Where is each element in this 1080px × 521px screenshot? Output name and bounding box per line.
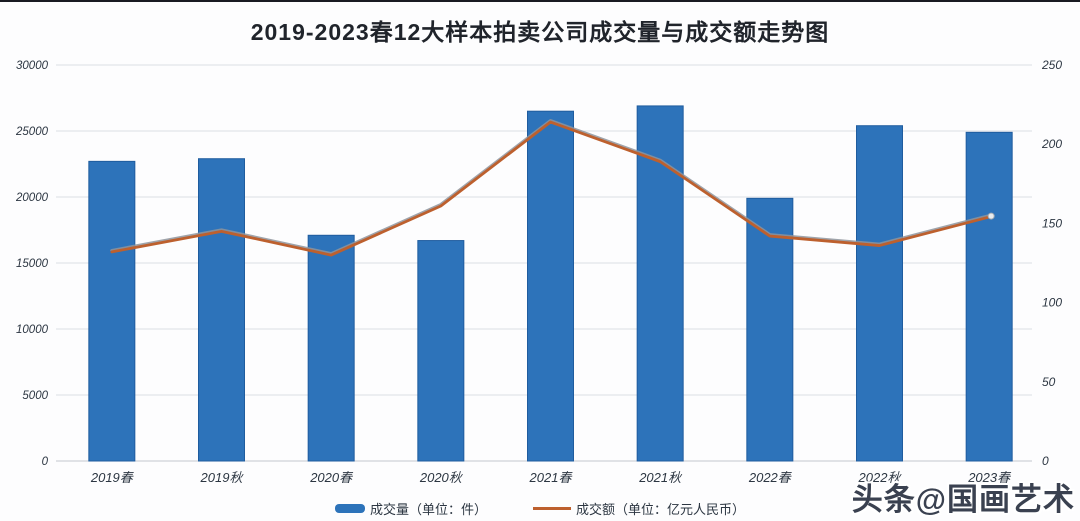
x-axis-category-label: 2019秋 xyxy=(200,470,245,485)
y-axis-right-tick-label: 250 xyxy=(1041,58,1062,72)
watermark: 头条@国画艺术 xyxy=(851,482,1075,517)
y-axis-right-tick-label: 100 xyxy=(1042,296,1062,310)
legend-item-volume: 成交量（单位：件） xyxy=(334,499,487,518)
chart-title: 2019-2023春12大样本拍卖公司成交量与成交额走势图 xyxy=(250,19,830,45)
trend-line-end-marker xyxy=(987,212,995,220)
volume-bar xyxy=(527,110,574,462)
y-axis-left-tick-label: 20000 xyxy=(15,192,49,204)
volume-bar xyxy=(307,234,355,462)
y-axis-left-tick-label: 30000 xyxy=(16,60,49,72)
y-axis-right-tick-label: 50 xyxy=(1042,375,1056,389)
y-axis-right-tick-label: 150 xyxy=(1042,216,1062,230)
legend-bar-swatch xyxy=(334,504,365,513)
x-axis-category-label: 2019春 xyxy=(90,470,135,485)
legend-line-label: 成交额（单位：亿元人民币） xyxy=(576,502,746,517)
volume-bar xyxy=(965,131,1013,462)
volume-bar xyxy=(417,240,465,462)
volume-bar xyxy=(856,125,903,462)
x-axis-category-label: 2022秋 xyxy=(858,470,903,485)
volume-bar xyxy=(746,197,794,462)
y-axis-left-tick-label: 0 xyxy=(42,456,49,468)
y-axis-left-tick-label: 5000 xyxy=(22,390,48,402)
legend-bar-label: 成交量（单位：件） xyxy=(369,502,487,517)
x-axis-category-label: 2020春 xyxy=(309,470,354,485)
volume-bar xyxy=(198,158,245,462)
y-axis-left-tick-label: 15000 xyxy=(16,258,49,270)
y-axis-right-tick-label: 200 xyxy=(1041,137,1062,151)
volume-bar xyxy=(88,160,136,462)
top-border-line xyxy=(0,0,1080,2)
x-axis-category-label: 2023春 xyxy=(967,470,1012,485)
x-axis-category-label: 2020秋 xyxy=(419,470,464,485)
legend-item-amount: 成交额（单位：亿元人民币） xyxy=(533,499,745,518)
trend-line xyxy=(110,120,991,257)
y-axis-right-tick-label: 0 xyxy=(1042,454,1049,468)
x-axis-category-label: 2021秋 xyxy=(638,470,683,485)
chart-legend: 成交量（单位：件） 成交额（单位：亿元人民币） xyxy=(0,499,1080,518)
x-axis-category-label: 2022春 xyxy=(748,470,793,485)
y-axis-left-tick-label: 25000 xyxy=(15,126,49,138)
x-axis-category-label: 2021春 xyxy=(529,470,574,485)
legend-line-swatch xyxy=(533,507,571,510)
y-axis-left-tick-label: 10000 xyxy=(16,324,49,336)
volume-bar xyxy=(636,105,684,462)
